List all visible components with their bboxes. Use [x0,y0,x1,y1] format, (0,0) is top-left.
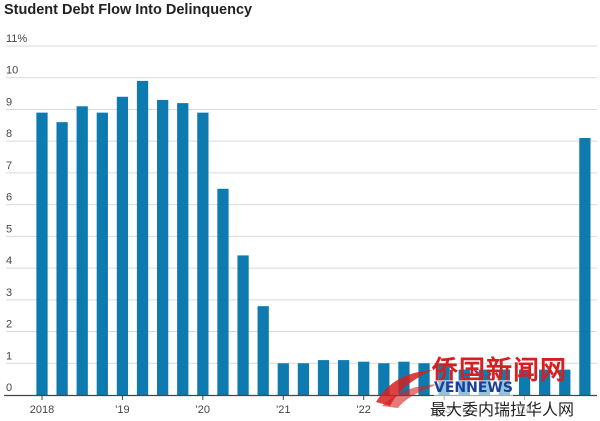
chart-title: Student Debt Flow Into Delinquency [4,2,253,18]
bar [76,106,88,396]
x-tick-label: '23 [437,404,451,416]
x-tick-label: 2018 [30,404,54,416]
bar [498,369,511,395]
bar [539,369,551,395]
bar [579,138,591,395]
y-tick-label: 5 [6,223,12,235]
bar [136,80,149,396]
bar [96,112,108,396]
y-tick-label: 8 [6,128,12,140]
y-tick-label: 1 [6,350,12,362]
gridlines [6,45,597,364]
bar [559,369,571,395]
bar [116,96,129,395]
bar [478,369,490,395]
y-tick-label: 0 [6,382,12,394]
bar [217,188,229,395]
bar [157,99,169,395]
bar [197,112,209,396]
bar [317,360,330,395]
bar [277,363,289,395]
x-axis [4,394,597,400]
bar [337,360,350,395]
x-tick-label: '22 [357,404,371,416]
bar [56,122,68,396]
bar [458,369,470,395]
bar [257,306,269,395]
bar [438,363,450,395]
x-tick-label: '20 [196,404,210,416]
bars [36,80,591,396]
y-tick-labels: 0 1 2 3 4 5 6 7 8 9 10 11% [6,33,27,394]
bar [418,363,430,395]
x-tick-label: '24 [517,404,531,416]
y-tick-label: 9 [6,96,12,108]
y-tick-label: 11% [6,33,27,45]
bar [398,361,410,395]
y-tick-label: 10 [6,65,18,77]
bar [518,369,531,395]
bar [36,112,48,396]
bar [297,363,310,395]
y-tick-label: 4 [6,255,12,267]
x-tick-label: '21 [276,404,290,416]
x-tick-label: '19 [115,404,129,416]
bar [358,361,370,395]
x-tick-labels: 2018 '19 '20 '21 '22 '23 '24 [30,404,532,416]
y-tick-label: 6 [6,192,12,204]
bar [378,363,390,395]
bar [237,255,249,395]
y-tick-label: 3 [6,287,12,299]
bar [177,103,189,395]
y-tick-label: 2 [6,319,12,331]
y-tick-label: 7 [6,160,12,172]
